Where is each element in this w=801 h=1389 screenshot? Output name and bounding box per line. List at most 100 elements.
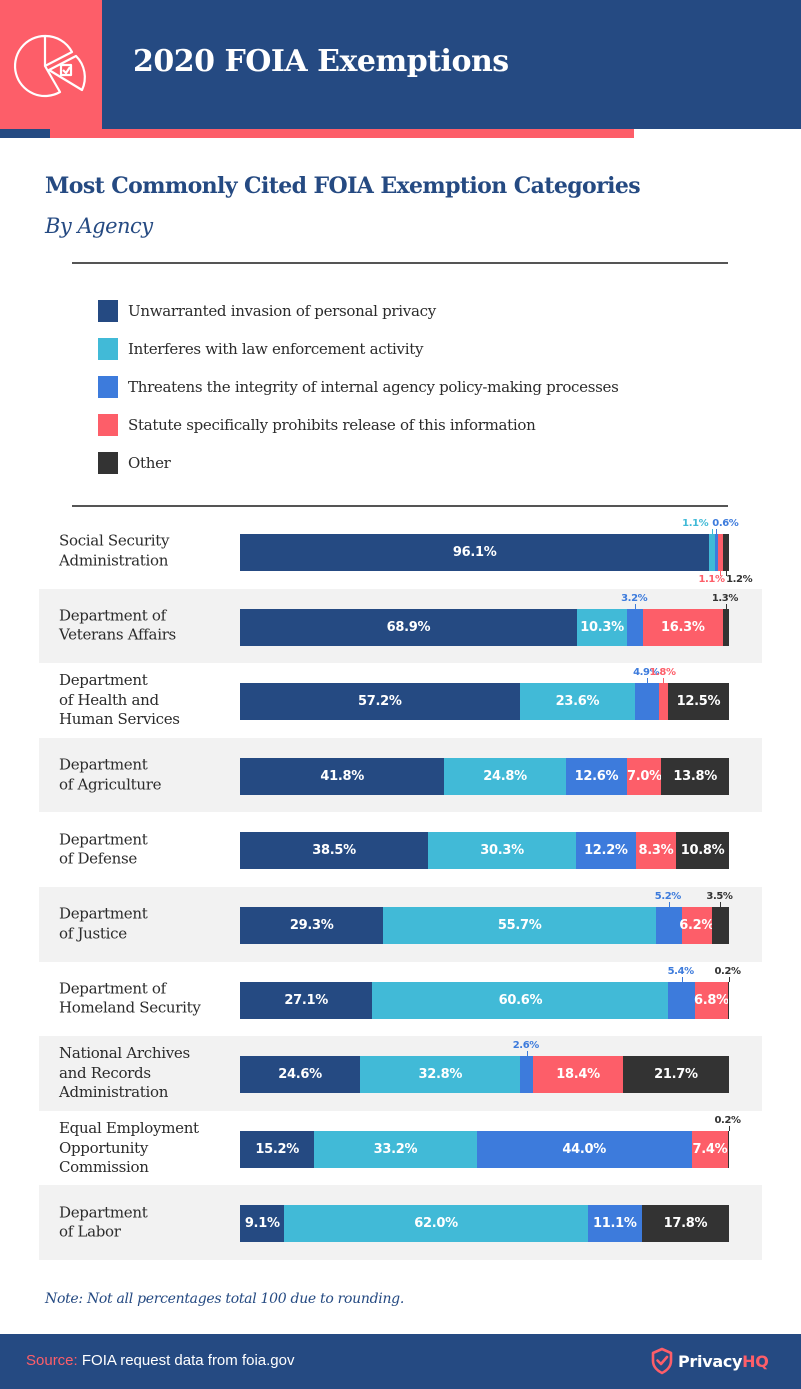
data-label-callout: 5.4%: [667, 965, 695, 977]
bar-segment-privacy: 15.2%: [240, 1130, 315, 1168]
stacked-bar: 27.1% 60.6% 6.8%: [240, 981, 729, 1019]
legend-item: Other: [98, 444, 619, 482]
data-label: 6.8%: [693, 992, 729, 1008]
data-label: 24.8%: [483, 768, 527, 784]
source-key: Source:: [26, 1352, 78, 1369]
data-label: 32.8%: [418, 1067, 463, 1083]
data-label-callout: 2.6%: [512, 1040, 540, 1052]
data-label: 10.8%: [680, 843, 725, 859]
stacked-bar: 57.2% 23.6% 12.5%: [240, 683, 729, 721]
data-label-callout: 3.5%: [706, 890, 733, 902]
bar-segment-statute: [659, 683, 668, 721]
data-label: 11.1%: [592, 1216, 637, 1232]
chart-row: Department of Veterans Affairs 3.2% 1.3% 68…: [39, 588, 762, 664]
callout-leader: [728, 1125, 730, 1131]
bar-segment-policy: 11.1%: [587, 1205, 642, 1243]
legend-label: Threatens the integrity of internal agen…: [128, 378, 619, 396]
data-label: 44.0%: [562, 1141, 607, 1157]
bar-segment-policy: [520, 1056, 534, 1094]
stacked-bar: 68.9% 10.3% 16.3%: [240, 608, 729, 646]
data-label: 68.9%: [386, 619, 431, 635]
bar-segment-other: [711, 906, 729, 944]
bar-segment-privacy: 96.1%: [240, 534, 710, 571]
bar-segment-policy: [627, 608, 643, 646]
bar-segment-privacy: 9.1%: [240, 1205, 285, 1243]
bar-segment-other: [728, 981, 729, 1019]
bar-segment-statute: 6.8%: [693, 981, 729, 1019]
bar-segment-privacy: 38.5%: [240, 832, 429, 870]
data-label: 33.2%: [373, 1141, 418, 1157]
chart-subtitle: By Agency: [45, 214, 153, 238]
bar-segment-privacy: 68.9%: [240, 608, 577, 646]
header-stripe-red: [50, 129, 634, 138]
legend-swatch: [98, 338, 118, 360]
legend-item: Statute specifically prohibits release o…: [98, 406, 619, 444]
category-label: Department of Agriculture: [59, 755, 162, 794]
data-label: 12.2%: [584, 843, 628, 859]
stacked-bar: 29.3% 55.7% 6.2%: [240, 906, 729, 944]
bar-segment-law_enforcement: 33.2%: [314, 1130, 477, 1168]
data-label: 96.1%: [452, 545, 497, 560]
bar-segment-other: [722, 608, 729, 646]
bar-segment-law_enforcement: 30.3%: [428, 832, 577, 870]
data-label: 24.6%: [278, 1067, 322, 1083]
data-label: 55.7%: [497, 917, 542, 933]
header-icon-box: [0, 0, 102, 129]
stacked-bar-chart: Social Security Administration 1.1% 0.6% 1.…: [39, 514, 762, 1260]
privacyhq-logo: PrivacyHQ: [650, 1347, 769, 1375]
source-text: FOIA request data from foia.gov: [77, 1352, 295, 1369]
data-label-callout: 0.2%: [714, 965, 742, 977]
stacked-bar: 41.8% 24.8% 12.6% 7.0% 13.8%: [240, 757, 729, 795]
callout-leader: [716, 529, 718, 534]
data-label: 13.8%: [673, 768, 718, 784]
category-label: Department of Health and Human Services: [59, 671, 180, 729]
category-label: National Archives and Records Administra…: [59, 1044, 190, 1102]
legend: Unwarranted invasion of personal privacy…: [98, 292, 619, 482]
bar-segment-other: 10.8%: [676, 832, 729, 870]
bar-segment-law_enforcement: 32.8%: [360, 1056, 521, 1094]
logo-accent: HQ: [742, 1351, 769, 1371]
data-label: 41.8%: [320, 768, 364, 784]
bar-segment-privacy: 41.8%: [240, 757, 445, 795]
category-label: Equal Employment Opportunity Commission: [59, 1118, 199, 1176]
bar-segment-law_enforcement: 24.8%: [444, 757, 566, 795]
callout-leader: [668, 901, 670, 907]
bar-segment-privacy: 24.6%: [240, 1056, 361, 1094]
bar-segment-other: 21.7%: [622, 1056, 729, 1094]
data-label-callout: 1.2%: [726, 574, 753, 585]
bar-segment-other: 12.5%: [667, 683, 729, 721]
header-banner: [0, 0, 801, 129]
legend-swatch: [98, 300, 118, 322]
chart-row: Department of Defense 38.5% 30.3% 12.2% 8.3%…: [39, 812, 762, 887]
data-label-callout: 1.8%: [649, 667, 676, 679]
callout-leader: [635, 603, 637, 609]
bar-segment-policy: 12.6%: [565, 757, 628, 795]
callout-leader: [726, 571, 728, 576]
chart-row: Department of Homeland Security 5.4% 0.2% 2…: [39, 962, 762, 1037]
bar-segment-law_enforcement: 62.0%: [284, 1205, 588, 1243]
bar-segment-policy: [714, 534, 718, 571]
callout-leader: [728, 976, 730, 982]
callout-leader: [647, 678, 649, 684]
data-label-callout: 1.1%: [682, 518, 709, 529]
callout-leader: [720, 901, 722, 907]
category-label: Department of Veterans Affairs: [59, 606, 176, 644]
bar-segment-law_enforcement: 10.3%: [576, 608, 628, 646]
data-label-callout: 0.2%: [714, 1114, 742, 1126]
bar-segment-privacy: 57.2%: [240, 683, 520, 721]
bar-segment-policy: 44.0%: [476, 1130, 692, 1168]
bar-segment-law_enforcement: 60.6%: [372, 981, 669, 1019]
stacked-bar: 15.2% 33.2% 44.0% 7.4%: [240, 1130, 729, 1168]
bar-segment-policy: [668, 981, 695, 1019]
bar-segment-policy: [656, 906, 682, 944]
divider-top: [72, 262, 728, 264]
category-label: Department of Defense: [59, 830, 148, 868]
data-label: 27.1%: [284, 992, 328, 1008]
legend-swatch: [98, 452, 118, 474]
data-label: 57.2%: [358, 694, 402, 710]
legend-swatch: [98, 376, 118, 398]
callout-leader: [725, 603, 727, 609]
bar-segment-law_enforcement: 23.6%: [519, 683, 636, 721]
data-label: 29.3%: [289, 917, 334, 933]
chart-row: Equal Employment Opportunity Commission 0…: [39, 1111, 762, 1186]
